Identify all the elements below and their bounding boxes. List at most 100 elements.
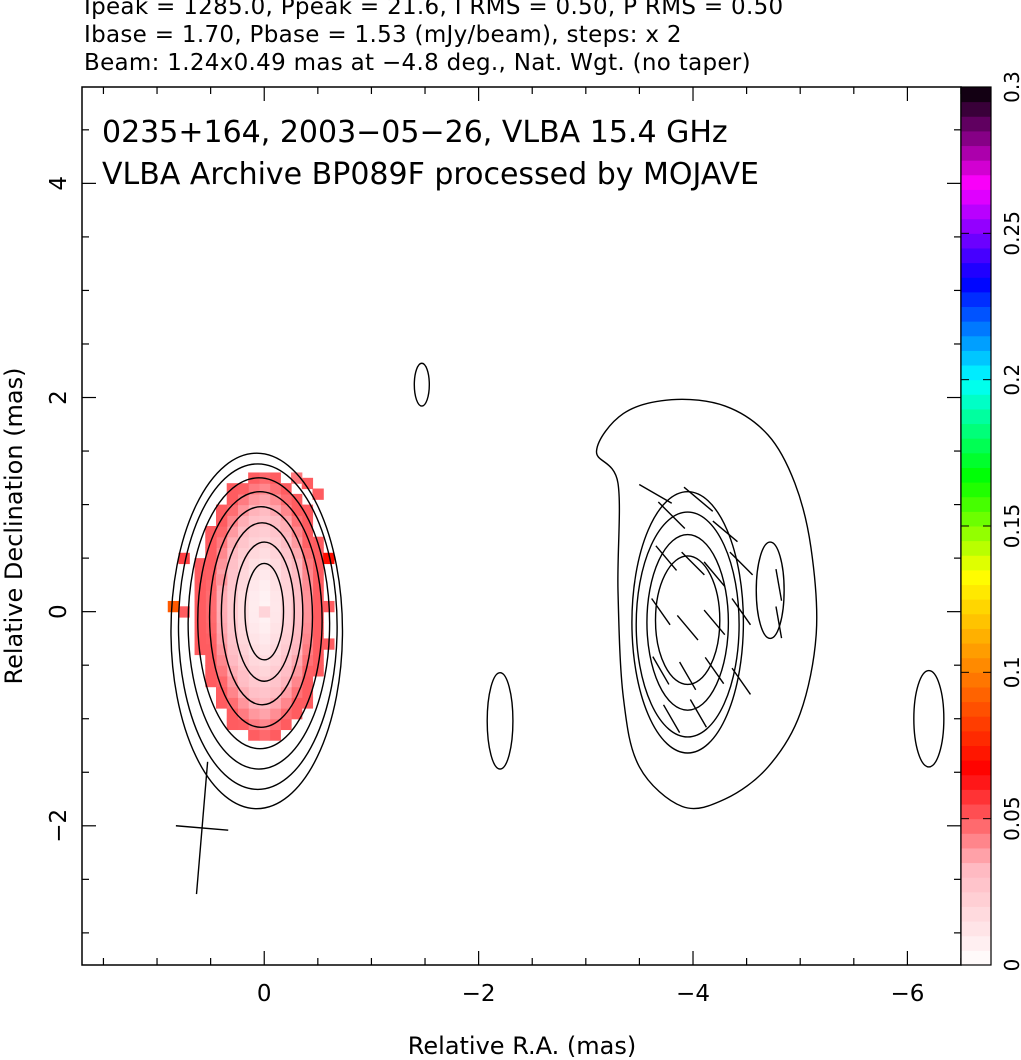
pol-pixel (301, 665, 314, 677)
pol-pixel (291, 526, 303, 538)
pol-pixel (280, 590, 292, 602)
pol-pixel (280, 579, 292, 591)
pol-pixel (205, 622, 217, 634)
colorbar-cell (961, 394, 991, 410)
pol-pixel (215, 654, 228, 666)
pol-pixel (237, 697, 249, 709)
pol-pixel (269, 579, 281, 591)
pol-pixel (312, 579, 324, 591)
y-tick-label: 4 (46, 176, 72, 191)
pol-pixel (280, 665, 292, 677)
colorbar-cell (961, 935, 991, 951)
colorbar-cell (961, 379, 991, 395)
core-contour (187, 477, 331, 770)
pol-pixel (269, 718, 281, 731)
core-contour (244, 562, 285, 661)
colorbar-cell (961, 189, 991, 205)
pol-pixel (226, 526, 239, 538)
x-tick-label: −6 (890, 981, 924, 1007)
pol-pixel (215, 574, 228, 586)
evpa-vector (655, 545, 678, 571)
small-contour (486, 671, 514, 770)
pol-pixel (237, 579, 249, 591)
pol-pixel (237, 622, 249, 634)
pol-pixel (226, 654, 239, 666)
pol-pixel (226, 697, 239, 709)
pol-pixel (269, 600, 281, 613)
pol-pixel (205, 654, 217, 666)
colorbar-tick-label: 0 (1000, 959, 1021, 972)
pol-pixel (291, 547, 303, 559)
pol-pixel (258, 665, 271, 677)
core-contour (233, 541, 295, 682)
jet-contour (635, 511, 740, 738)
pol-pixel (248, 536, 260, 549)
colorbar-cell (961, 804, 991, 820)
pol-pixel (312, 558, 324, 570)
colorbar-cell (961, 467, 991, 483)
colorbar-cell (961, 116, 991, 132)
pol-pixel (312, 633, 324, 645)
pol-pixel (237, 708, 249, 720)
beam-info-line: Beam: 1.24x0.49 mas at −4.8 deg., Nat. W… (84, 50, 751, 76)
pol-pixel (269, 493, 281, 506)
colorbar-cell (961, 130, 991, 147)
pol-pixel (205, 643, 217, 656)
pol-pixel (258, 686, 271, 698)
pol-pixel (312, 547, 324, 559)
colorbar-cell (961, 496, 991, 512)
pol-pixel (301, 633, 314, 645)
pol-pixel (269, 568, 281, 581)
pol-pixel (205, 568, 217, 581)
pol-pixel (312, 611, 324, 623)
pol-pixel (215, 697, 228, 709)
pol-pixel (215, 665, 228, 677)
colorbar-cell (961, 408, 991, 425)
colorbar-cell (961, 160, 991, 176)
pol-pixel (258, 526, 271, 538)
pol-pixel (248, 483, 260, 495)
pol-pixel (226, 504, 239, 516)
pol-pixel (301, 515, 314, 527)
evpa-vector (689, 699, 708, 728)
x-tick-label: −2 (462, 981, 496, 1007)
jet-contour (631, 491, 745, 754)
pol-pixel (269, 515, 281, 527)
colorbar-cell (961, 233, 991, 249)
pol-pixel (248, 504, 260, 516)
colorbar-cell (961, 87, 991, 103)
pol-pixel (205, 600, 217, 613)
pol-pixel (215, 526, 228, 538)
pol-pixel (248, 675, 260, 688)
pol-pixel (258, 515, 271, 527)
pol-pixel (194, 643, 206, 656)
colorbar-cell (961, 760, 991, 776)
pol-pixel (312, 665, 324, 677)
pol-pixel (248, 633, 260, 645)
pol-pixel (301, 686, 314, 698)
pol-pixel (205, 611, 217, 623)
pol-pixel (237, 633, 249, 645)
pol-pixel (215, 515, 228, 527)
axis-ticks: 0 −2 −4 −6 −2 0 2 4 (46, 87, 962, 1007)
pol-pixel (301, 643, 314, 656)
pol-pixel (291, 611, 303, 623)
evpa-vector (651, 598, 671, 626)
pol-pixel (237, 483, 249, 495)
colorbar-cell (961, 745, 991, 761)
pol-pixel (194, 611, 206, 623)
colorbar-cell (961, 511, 991, 527)
pol-pixel (291, 472, 303, 484)
pol-pixel (258, 697, 271, 709)
pol-pixel (258, 633, 271, 645)
pol-pixel (291, 675, 303, 688)
pol-pixel (226, 708, 239, 720)
pol-pixel (205, 547, 217, 559)
pol-pixel (258, 483, 271, 495)
pol-pixel (258, 718, 271, 731)
colorbar-cell (961, 818, 991, 834)
pol-pixel (269, 665, 281, 677)
pol-pixel (291, 590, 303, 602)
colorbar-tick-label: 0.15 (1000, 504, 1021, 549)
evpa-vector (703, 561, 726, 587)
